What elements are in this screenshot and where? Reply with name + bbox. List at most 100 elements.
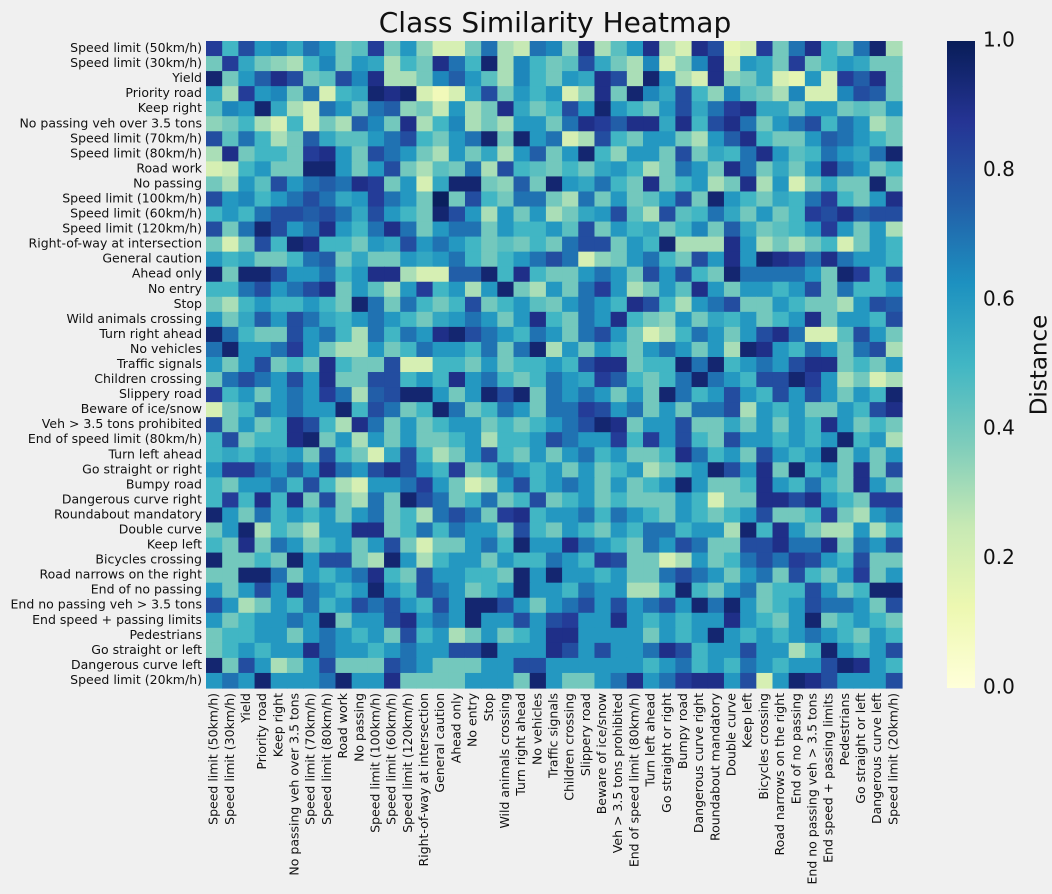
heatmap-cell	[626, 462, 644, 478]
heatmap-cell	[416, 642, 434, 659]
heatmap-cell	[432, 657, 450, 674]
heatmap-cell	[675, 131, 693, 147]
heatmap-cell	[481, 627, 498, 644]
heatmap-cell	[384, 311, 401, 328]
heatmap-cell	[529, 567, 547, 584]
heatmap-cell	[238, 492, 256, 509]
heatmap-cell	[367, 131, 385, 147]
heatmap-cell	[545, 477, 563, 493]
heatmap-cell	[464, 492, 482, 509]
heatmap-cell	[416, 492, 434, 509]
heatmap-cell	[400, 296, 418, 313]
heatmap-cell	[303, 507, 320, 524]
heatmap-cell	[303, 206, 320, 223]
heatmap-cell	[772, 131, 790, 147]
heatmap-cell	[222, 356, 239, 373]
heatmap-cell	[335, 71, 353, 87]
heatmap-cell	[723, 597, 741, 614]
heatmap-cell	[529, 642, 547, 659]
colorbar-tick-label: 0.6	[983, 286, 1015, 310]
heatmap-cell	[578, 281, 596, 298]
heatmap-cell	[821, 657, 838, 674]
column-tick-label: Speed limit (20km/h)	[885, 693, 900, 825]
heatmap-cell	[432, 326, 450, 343]
heatmap-cell	[400, 326, 418, 343]
heatmap-cell	[529, 266, 547, 283]
column-tick-label: Road work	[335, 692, 350, 758]
heatmap-cell	[416, 326, 434, 343]
heatmap-cell	[367, 432, 385, 448]
heatmap-cell	[303, 221, 320, 238]
heatmap-cell	[384, 477, 401, 493]
heatmap-cell	[756, 116, 774, 132]
heatmap-cell	[804, 522, 822, 539]
heatmap-cell	[723, 71, 741, 87]
heatmap-cell	[675, 672, 693, 689]
heatmap-cell	[740, 281, 757, 298]
heatmap-cell	[853, 522, 871, 539]
heatmap-cell	[837, 612, 855, 629]
heatmap-cell	[335, 356, 353, 373]
heatmap-cell	[885, 191, 903, 208]
heatmap-cell	[756, 341, 774, 358]
column-tick-label: Right-of-way at intersection	[416, 693, 431, 866]
heatmap-cell	[821, 266, 838, 283]
heatmap-cell	[562, 161, 579, 178]
heatmap-cell	[659, 402, 676, 418]
heatmap-cell	[821, 492, 838, 509]
heatmap-cell	[804, 402, 822, 418]
heatmap-cell	[821, 311, 838, 328]
heatmap-cell	[594, 161, 612, 178]
heatmap-cell	[707, 477, 725, 493]
heatmap-cell	[691, 522, 709, 539]
heatmap-cell	[416, 672, 434, 689]
heatmap-cell	[756, 56, 774, 72]
heatmap-cell	[432, 356, 450, 373]
heatmap-cell	[610, 657, 628, 674]
heatmap-cell	[707, 522, 725, 539]
heatmap-cell	[659, 41, 676, 57]
row-tick-label: Turn left ahead	[107, 446, 202, 461]
heatmap-cell	[497, 552, 515, 569]
heatmap-cell	[222, 146, 239, 162]
heatmap-cell	[400, 251, 418, 268]
heatmap-cell	[691, 627, 709, 644]
heatmap-cell	[432, 161, 450, 178]
heatmap-cell	[254, 522, 272, 539]
heatmap-cell	[772, 281, 790, 298]
heatmap-cell	[853, 41, 871, 57]
heatmap-cell	[626, 372, 644, 388]
heatmap-cell	[756, 131, 774, 147]
heatmap-cell	[821, 221, 838, 238]
heatmap-cell	[643, 432, 660, 448]
heatmap-cell	[367, 402, 385, 418]
heatmap-cell	[206, 372, 223, 388]
heatmap-cell	[853, 672, 871, 689]
heatmap-cell	[804, 597, 822, 614]
heatmap-cell	[885, 266, 903, 283]
heatmap-cell	[432, 477, 450, 493]
heatmap-cell	[384, 507, 401, 524]
heatmap-cell	[400, 176, 418, 193]
heatmap-cell	[432, 522, 450, 539]
heatmap-cell	[578, 296, 596, 313]
heatmap-cell	[885, 402, 903, 418]
heatmap-cell	[400, 146, 418, 162]
heatmap-cell	[740, 326, 757, 343]
heatmap-cell	[545, 341, 563, 358]
heatmap-cell	[513, 71, 531, 87]
heatmap-cell	[335, 522, 353, 539]
heatmap-cell	[659, 326, 676, 343]
heatmap-cell	[319, 236, 337, 253]
heatmap-cell	[448, 552, 466, 569]
heatmap-cell	[885, 492, 903, 509]
heatmap-cell	[238, 221, 256, 238]
heatmap-cell	[610, 537, 628, 554]
heatmap-cell	[788, 176, 806, 193]
heatmap-cell	[578, 372, 596, 388]
heatmap-cell	[513, 402, 531, 418]
heatmap-cell	[351, 477, 369, 493]
heatmap-cell	[222, 432, 239, 448]
heatmap-cell	[869, 296, 887, 313]
heatmap-cell	[578, 612, 596, 629]
